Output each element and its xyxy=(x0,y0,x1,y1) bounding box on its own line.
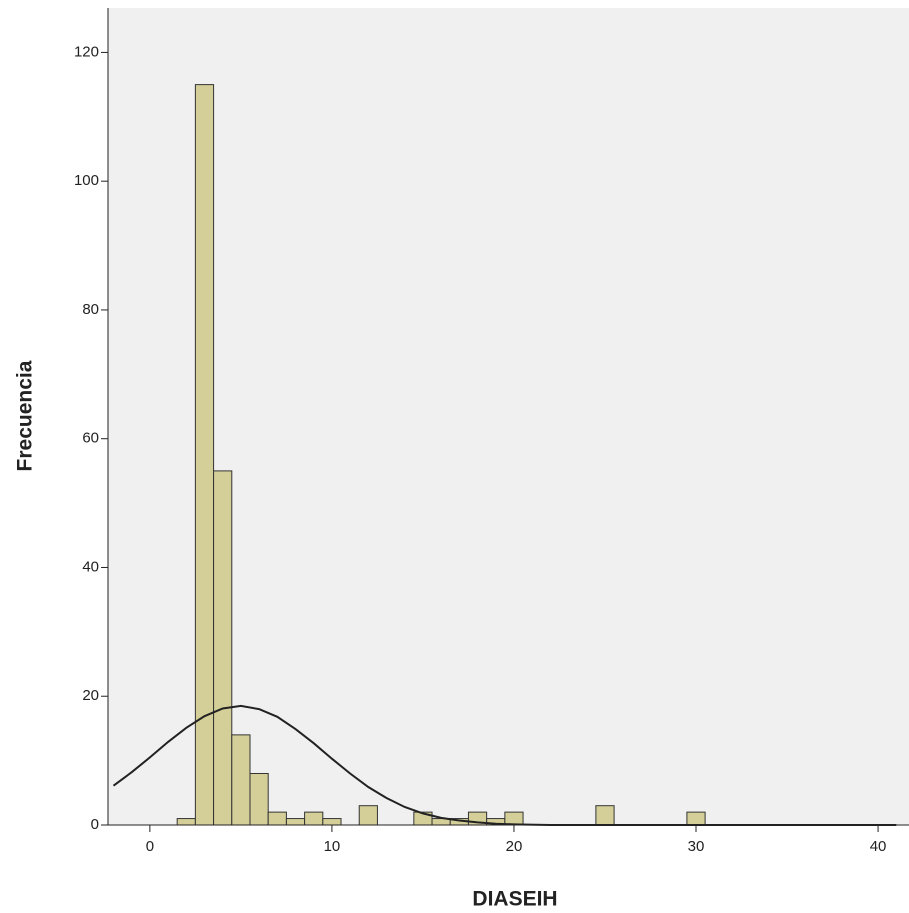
y-tick-label: 100 xyxy=(74,172,99,189)
plot-area xyxy=(108,8,909,825)
y-axis-title: Frecuencia xyxy=(14,360,37,471)
bar xyxy=(231,734,251,826)
bar xyxy=(285,818,306,826)
bar xyxy=(176,818,196,826)
marks xyxy=(112,84,897,826)
x-tick-label: 10 xyxy=(324,838,341,855)
bar xyxy=(686,811,706,826)
x-tick-label: 0 xyxy=(146,838,154,855)
x-axis-title: DIASEIH xyxy=(472,888,557,911)
bar xyxy=(249,772,269,826)
normal-curve xyxy=(112,704,897,826)
x-tick-label: 20 xyxy=(506,838,523,855)
y-tick-label: 40 xyxy=(82,558,99,575)
y-tick-label: 120 xyxy=(74,43,99,60)
y-tick-label: 0 xyxy=(91,816,99,833)
bar xyxy=(267,811,287,826)
bar xyxy=(322,818,342,826)
bar xyxy=(358,805,378,826)
y-tick-label: 20 xyxy=(82,687,99,704)
x-tick-label: 40 xyxy=(870,838,887,855)
y-tick-label: 80 xyxy=(82,301,99,318)
bar xyxy=(595,805,615,826)
bar xyxy=(213,470,233,826)
bar xyxy=(504,811,524,826)
y-tick-label: 60 xyxy=(82,430,99,447)
x-tick-label: 30 xyxy=(688,838,705,855)
bar xyxy=(304,811,324,826)
